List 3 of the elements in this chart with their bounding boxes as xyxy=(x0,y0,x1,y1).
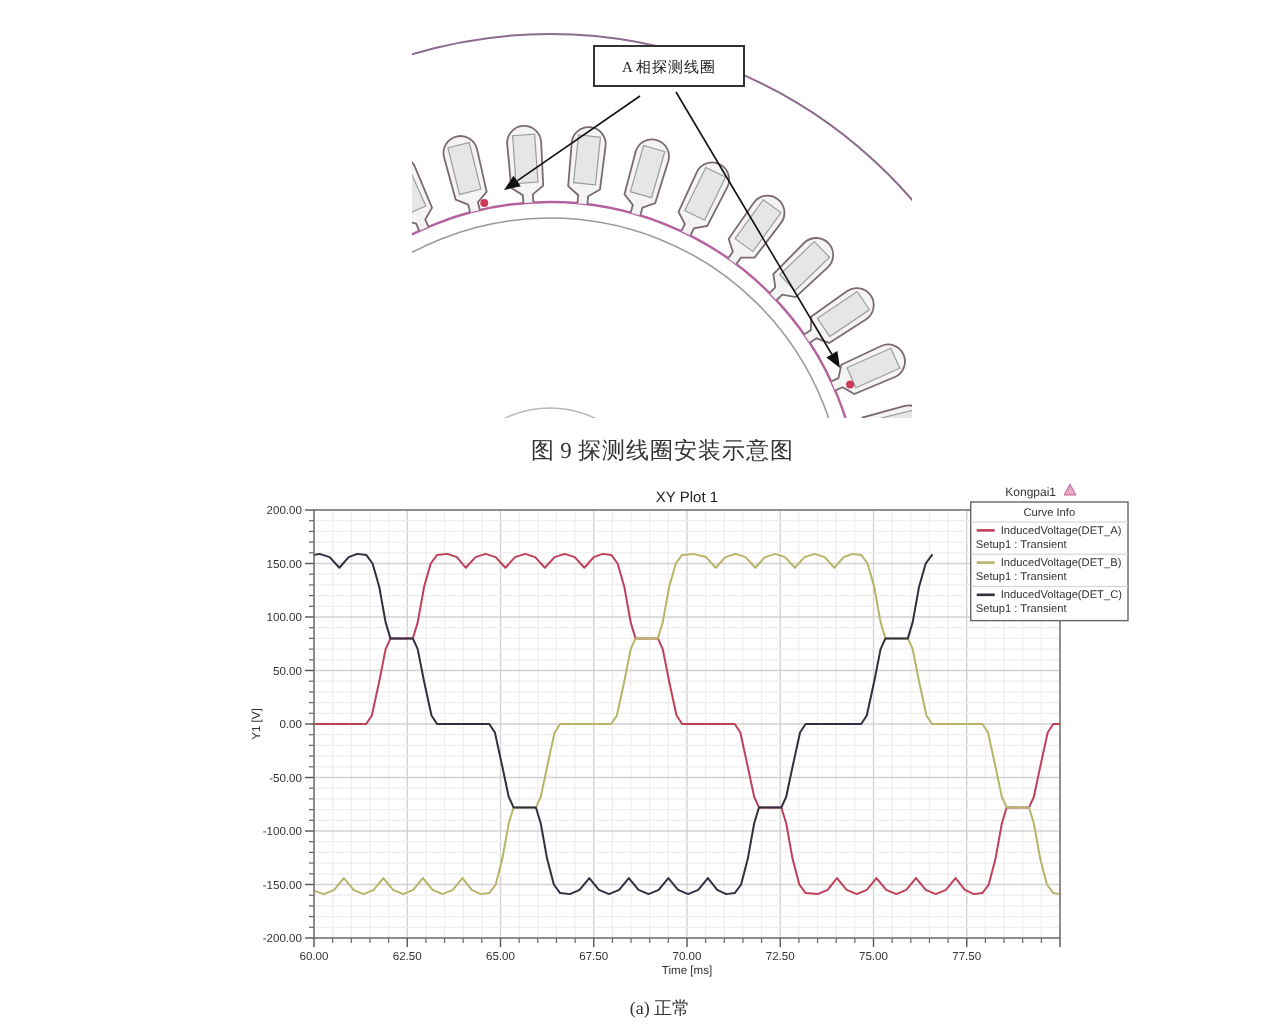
text: (a) 正常 xyxy=(629,998,691,1018)
line-series xyxy=(313,552,934,896)
caption: 图 9 探测线圈安装示意图 xyxy=(530,436,794,464)
